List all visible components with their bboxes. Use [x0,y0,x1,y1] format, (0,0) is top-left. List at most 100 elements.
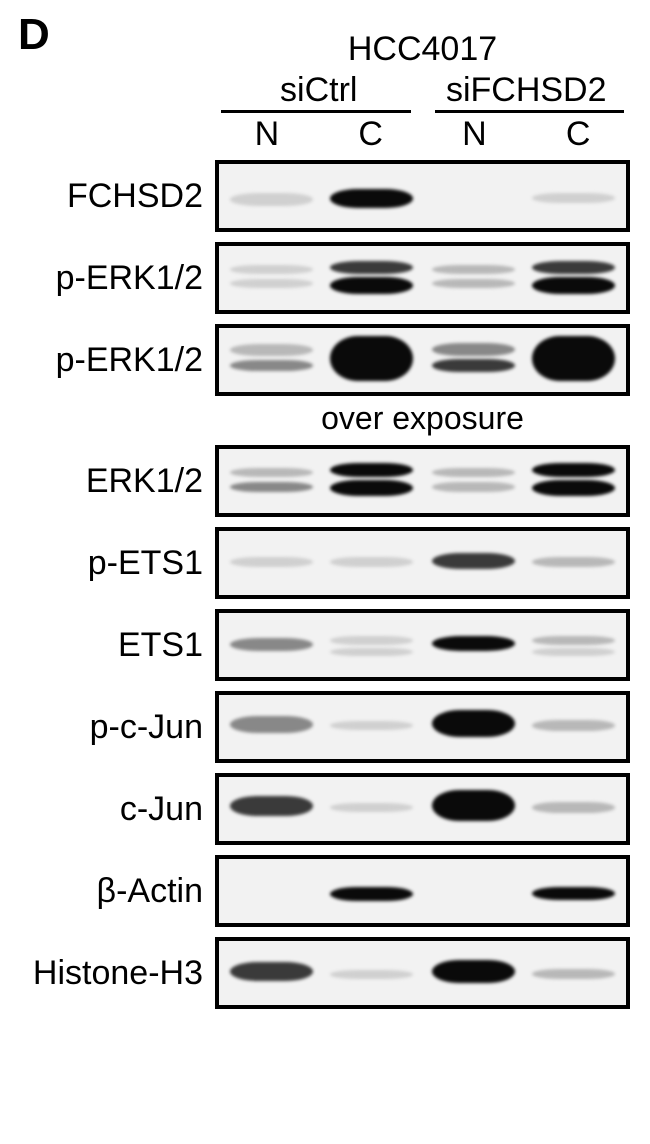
lane-group [225,617,418,673]
row-label: FCHSD2 [0,179,215,213]
lane-group [225,453,418,509]
lane [428,168,520,224]
band [230,265,313,274]
blot-row: ETS1 [0,609,650,681]
lane [325,250,417,306]
band [230,279,313,288]
band [330,189,413,208]
blot-row: c-Jun [0,773,650,845]
condition-row: siCtrl siFCHSD2 [215,71,630,110]
band [330,636,413,645]
fraction-row: N C N C [215,115,630,154]
band [230,360,313,371]
lane [325,781,417,837]
lane [428,617,520,673]
row-label: p-ERK1/2 [0,261,215,295]
band [330,480,413,496]
lane [225,332,317,388]
lane-group [428,945,621,1001]
fraction-n-1: N [215,115,319,154]
lane-group [225,781,418,837]
band [230,193,313,205]
lane [225,863,317,919]
lane [428,535,520,591]
blot-strip [215,609,630,681]
band [532,336,615,381]
lane [528,699,620,755]
row-label: Histone-H3 [0,956,215,990]
band [432,343,515,355]
band [532,969,615,979]
lane-group [225,168,418,224]
lane-group [225,863,418,919]
lane-group [428,699,621,755]
lane [528,168,620,224]
band [230,962,313,981]
band [432,482,515,492]
blot-row: p-c-Jun [0,691,650,763]
lane [528,453,620,509]
lane-group [428,250,621,306]
band [230,344,313,355]
band [532,636,615,645]
lane [325,617,417,673]
lane [528,945,620,1001]
blot-strip [215,160,630,232]
lane-group [225,332,418,388]
row-label: c-Jun [0,792,215,826]
band [432,710,515,737]
band [330,803,413,812]
blot-strip [215,527,630,599]
lane-group [428,168,621,224]
blot-strip [215,242,630,314]
lane-group [225,945,418,1001]
blot-row: ERK1/2 [0,445,650,517]
lane-group [428,332,621,388]
rule-left [221,110,411,113]
fraction-n-2: N [423,115,527,154]
band [432,279,515,288]
blot-row: p-ERK1/2 [0,242,650,314]
band [532,277,615,294]
lane [225,535,317,591]
blot-strip [215,855,630,927]
band [330,336,413,381]
row-label: β-Actin [0,874,215,908]
band [532,802,615,813]
band [230,796,313,816]
lane [325,699,417,755]
band [230,716,313,733]
band [330,648,413,656]
band [532,648,615,656]
band [330,887,413,902]
band [532,720,615,731]
band [532,463,615,476]
band [330,277,413,294]
lane [225,617,317,673]
lane-group [428,535,621,591]
band [330,970,413,979]
band [532,193,615,203]
blot-row: FCHSD2 [0,160,650,232]
western-blot-figure: HCC4017 siCtrl siFCHSD2 N C N C FCHSD2 p-… [0,30,650,1019]
band [532,557,615,567]
lane [325,453,417,509]
blot-row: β-Actin [0,855,650,927]
lane [528,863,620,919]
blot-strip [215,773,630,845]
band [532,887,615,900]
band [330,557,413,567]
header-block: HCC4017 siCtrl siFCHSD2 N C N C [215,30,630,154]
band [432,636,515,651]
lane-group [428,781,621,837]
blot-strip [215,324,630,396]
over-exposure-caption: over exposure [215,400,630,437]
band [532,480,615,496]
lane [428,250,520,306]
lane [225,453,317,509]
blot-row: p-ERK1/2 [0,324,650,396]
lane [528,535,620,591]
lane [325,535,417,591]
lane [428,453,520,509]
lane-group [225,250,418,306]
